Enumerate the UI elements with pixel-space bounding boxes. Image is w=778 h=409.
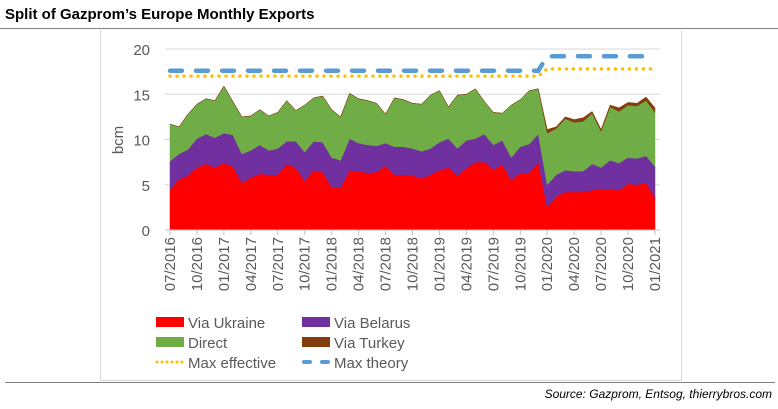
legend-label: Via Turkey bbox=[334, 335, 405, 352]
x-tick-label: 10/2017 bbox=[297, 237, 314, 291]
chart-title: Split of Gazprom’s Europe Monthly Export… bbox=[5, 6, 315, 23]
legend-item: Direct bbox=[156, 335, 228, 352]
legend-label: Max effective bbox=[188, 355, 276, 372]
line-max-theory bbox=[167, 53, 658, 73]
y-tick-label: 15 bbox=[133, 87, 150, 104]
line-max-effective bbox=[168, 67, 657, 78]
legend-label: Via Ukraine bbox=[188, 315, 265, 332]
x-tick-label: 07/2018 bbox=[378, 237, 395, 291]
y-axis-label: bcm bbox=[110, 126, 127, 154]
legend-swatch bbox=[156, 317, 184, 327]
y-tick-label: 10 bbox=[133, 133, 150, 150]
x-tick-label: 10/2020 bbox=[620, 237, 637, 291]
x-tick-label: 04/2019 bbox=[458, 237, 475, 291]
x-tick-label: 07/2016 bbox=[162, 237, 179, 291]
area-via-turkey bbox=[169, 85, 656, 134]
legend-swatch bbox=[302, 337, 330, 347]
x-tick-label: 01/2017 bbox=[216, 237, 233, 291]
legend-label: Via Belarus bbox=[334, 315, 410, 332]
legend-label: Direct bbox=[188, 335, 228, 352]
bottom-divider bbox=[5, 382, 775, 383]
y-tick-label: 0 bbox=[142, 223, 150, 240]
x-tick-label: 04/2017 bbox=[243, 237, 260, 291]
x-tick-label: 07/2017 bbox=[270, 237, 287, 291]
x-tick-label: 10/2018 bbox=[405, 237, 422, 291]
x-tick-label: 07/2020 bbox=[593, 237, 610, 291]
legend-item: Max effective bbox=[155, 355, 276, 372]
x-tick-label: 10/2019 bbox=[512, 237, 529, 291]
x-tick-label: 01/2021 bbox=[647, 237, 664, 291]
x-tick-label: 01/2019 bbox=[431, 237, 448, 291]
title-divider bbox=[0, 28, 778, 29]
y-tick-label: 5 bbox=[142, 178, 150, 195]
legend-item: Via Turkey bbox=[302, 335, 405, 352]
legend-item: Via Ukraine bbox=[156, 315, 265, 332]
x-tick-label: 01/2020 bbox=[539, 237, 556, 291]
x-tick-label: 10/2016 bbox=[189, 237, 206, 291]
legend-swatch bbox=[156, 337, 184, 347]
source-note: Source: Gazprom, Entsog, thierrybros.com bbox=[544, 387, 772, 401]
x-tick-label: 04/2020 bbox=[566, 237, 583, 291]
chart-frame bbox=[100, 30, 682, 381]
y-tick-label: 20 bbox=[133, 42, 150, 59]
legend-label: Max theory bbox=[334, 355, 409, 372]
x-tick-label: 01/2018 bbox=[324, 237, 341, 291]
x-tick-label: 04/2018 bbox=[351, 237, 368, 291]
legend-item: Max theory bbox=[302, 355, 409, 372]
legend-swatch bbox=[302, 317, 330, 327]
legend-item: Via Belarus bbox=[302, 315, 410, 332]
x-tick-label: 07/2019 bbox=[485, 237, 502, 291]
